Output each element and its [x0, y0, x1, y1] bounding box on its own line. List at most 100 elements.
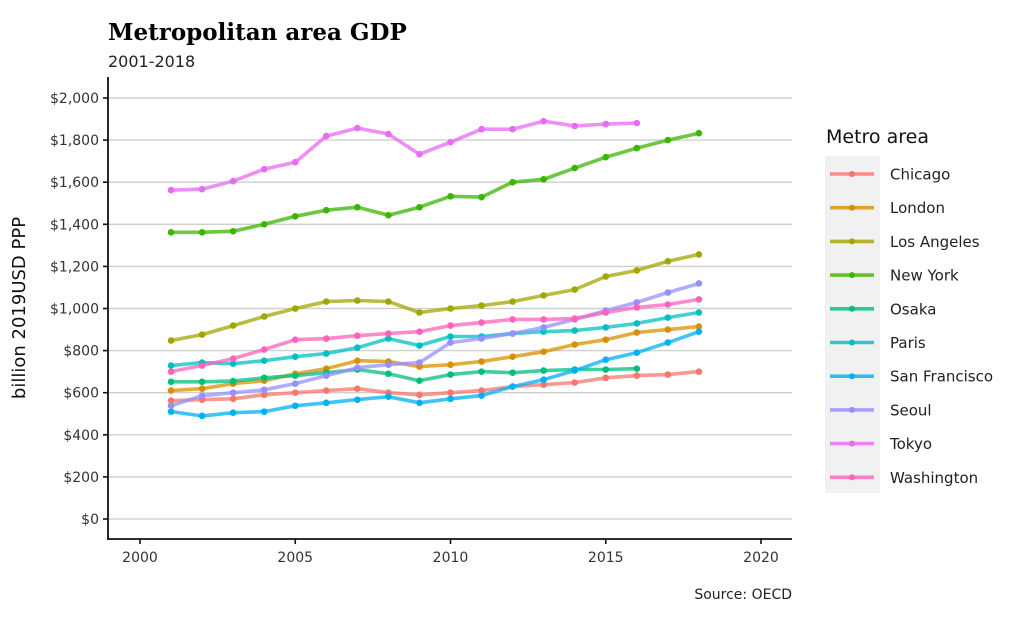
data-point-osaka	[229, 377, 237, 385]
data-point-los-angeles	[229, 322, 237, 329]
data-point-seoul	[478, 335, 485, 342]
data-point-paris	[571, 327, 578, 334]
data-point-washington	[291, 336, 299, 343]
y-axis-title: billion 2019USD PPP	[9, 217, 30, 399]
data-point-osaka	[291, 372, 299, 379]
data-point-tokyo	[478, 125, 485, 133]
data-point-london	[664, 326, 672, 333]
data-point-san-francisco	[478, 392, 485, 399]
data-point-washington	[571, 315, 578, 322]
data-point-seoul	[695, 280, 703, 287]
data-point-chicago	[167, 397, 175, 404]
series-line-san-francisco	[169, 329, 701, 418]
data-point-los-angeles	[291, 305, 299, 312]
data-point-new-york	[354, 203, 361, 211]
data-point-tokyo	[167, 186, 175, 194]
series-line-london	[169, 324, 701, 393]
data-point-chicago	[229, 395, 237, 403]
legend-item-osaka: Osaka	[830, 300, 936, 318]
data-point-san-francisco	[540, 376, 547, 383]
legend-item-london: London	[830, 199, 945, 217]
data-point-chicago	[354, 385, 361, 393]
legend-label: Los Angeles	[890, 233, 980, 251]
data-point-tokyo	[354, 124, 361, 132]
x-tick-label: 2005	[277, 550, 313, 566]
y-axis-ticks: $0 $200 $400 $600 $800 $1,000 $1,200 $1,400 $1,6…	[50, 91, 108, 528]
y-tick-label: $1,200	[50, 259, 99, 275]
data-point-paris	[633, 320, 641, 327]
data-point-chicago	[416, 391, 423, 399]
data-point-tokyo	[323, 132, 330, 140]
data-point-tokyo	[416, 150, 423, 158]
data-point-los-angeles	[167, 337, 175, 344]
series-line-los-angeles	[169, 252, 701, 343]
data-point-london	[198, 385, 206, 393]
data-point-london	[354, 357, 361, 365]
x-tick-label: 2015	[588, 550, 624, 566]
legend-item-paris: Paris	[830, 334, 926, 352]
data-point-tokyo	[509, 125, 516, 133]
data-point-washington	[633, 304, 641, 311]
legend-item-los-angeles: Los Angeles	[830, 233, 980, 251]
legend-item-tokyo: Tokyo	[830, 435, 932, 453]
legend-key-point	[849, 272, 855, 279]
legend-label: Chicago	[890, 166, 950, 184]
data-point-tokyo	[602, 120, 610, 128]
data-point-washington	[602, 309, 610, 316]
legend-label: Seoul	[890, 401, 932, 419]
data-point-new-york	[323, 206, 330, 214]
data-point-san-francisco	[633, 349, 641, 357]
data-point-washington	[540, 316, 547, 323]
data-point-washington	[354, 332, 361, 339]
legend-key-point	[849, 406, 855, 413]
legend-label: Paris	[890, 334, 926, 352]
series-line-osaka	[169, 366, 639, 384]
data-point-san-francisco	[664, 339, 672, 346]
data-point-seoul	[354, 364, 361, 371]
data-point-los-angeles	[571, 286, 578, 293]
y-tick-label: $600	[63, 386, 99, 402]
data-point-paris	[447, 333, 454, 340]
data-point-osaka	[447, 371, 454, 378]
data-point-tokyo	[540, 117, 547, 125]
data-point-san-francisco	[509, 383, 516, 390]
data-point-washington	[695, 296, 703, 303]
y-tick-label: $1,800	[50, 133, 99, 149]
legend-item-new-york: New York	[830, 267, 959, 285]
data-point-new-york	[416, 203, 423, 211]
y-tick-label: $200	[63, 470, 99, 486]
data-point-chicago	[664, 371, 672, 378]
series-line-washington	[169, 297, 701, 374]
data-point-new-york	[478, 193, 485, 201]
data-point-washington	[229, 355, 237, 362]
data-point-tokyo	[571, 122, 578, 130]
legend-key-point	[849, 204, 855, 211]
data-point-washington	[447, 322, 454, 329]
data-point-london	[602, 336, 610, 343]
data-point-san-francisco	[571, 367, 578, 374]
data-point-seoul	[198, 392, 206, 399]
data-point-osaka	[198, 378, 206, 386]
data-point-seoul	[664, 289, 672, 296]
y-tick-label: $1,000	[50, 302, 99, 318]
data-point-seoul	[229, 389, 237, 397]
series-line-seoul	[169, 281, 701, 408]
data-point-paris	[385, 335, 392, 342]
data-point-los-angeles	[354, 297, 361, 304]
data-point-osaka	[540, 367, 547, 374]
data-point-seoul	[167, 402, 175, 410]
legend-item-seoul: Seoul	[830, 401, 932, 419]
data-point-tokyo	[291, 158, 299, 166]
data-point-chicago	[260, 391, 268, 399]
data-point-chicago	[633, 372, 641, 379]
data-point-seoul	[509, 330, 516, 337]
data-point-osaka	[167, 378, 175, 386]
data-point-paris	[602, 324, 610, 331]
data-point-osaka	[509, 369, 516, 377]
data-point-osaka	[385, 370, 392, 378]
y-tick-label: $800	[63, 344, 99, 360]
data-point-new-york	[167, 228, 175, 236]
data-point-new-york	[447, 193, 454, 200]
data-point-los-angeles	[198, 331, 206, 338]
